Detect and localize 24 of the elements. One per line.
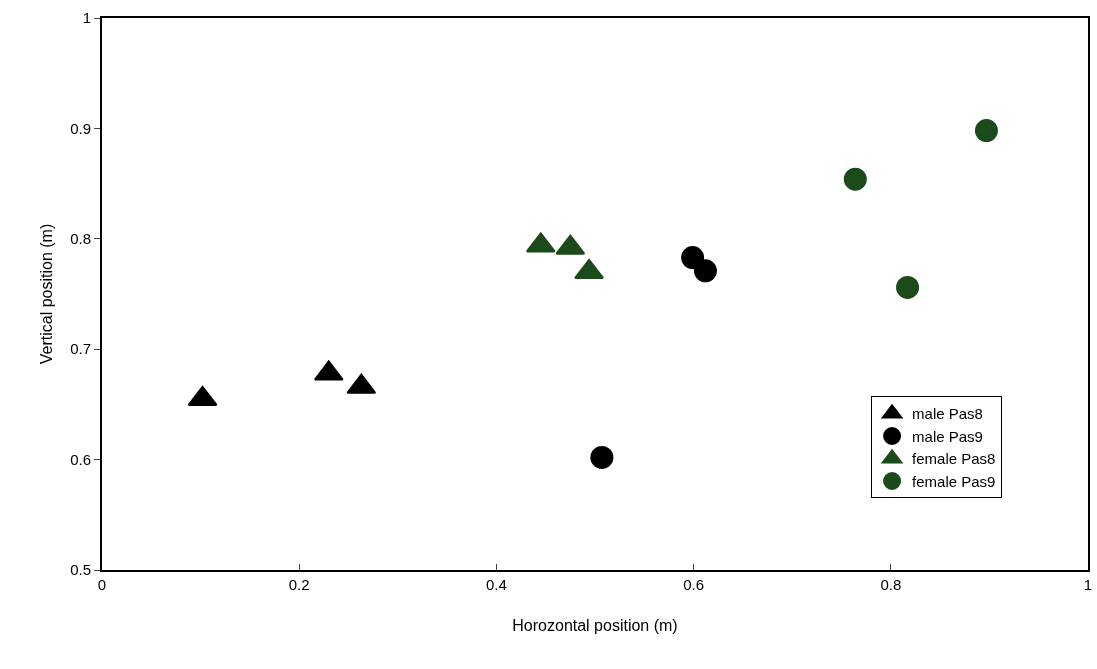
x-tick-label: 0.2 [288,576,310,593]
legend-label: female Pas8 [912,450,996,468]
x-tick-label: 0.6 [683,576,705,593]
y-tick-label: 0.8 [70,230,91,248]
y-tick-label: 0.6 [70,450,91,468]
legend-label: female Pas9 [912,472,996,490]
point [574,258,604,279]
point [693,259,717,283]
x-tick-label: 0.4 [485,576,507,593]
point [843,167,867,191]
y-axis-title: Vertical position (m) [37,223,55,365]
y-tick-label: 0.7 [70,340,91,358]
point [974,119,998,143]
y-tick-label: 0.5 [70,561,91,579]
x-tick-label: 1 [1083,576,1093,593]
point [681,246,705,270]
x-tick-label: 0 [97,576,107,593]
x-tick-label: 0.8 [880,576,902,593]
y-tick-label: 0.9 [70,119,91,137]
x-axis-title: Horozontal position (m) [512,617,678,635]
point [896,275,920,299]
y-tick-label: 1 [82,9,91,27]
legend-label: male Pas8 [912,405,983,423]
legend-label: male Pas9 [912,427,983,445]
